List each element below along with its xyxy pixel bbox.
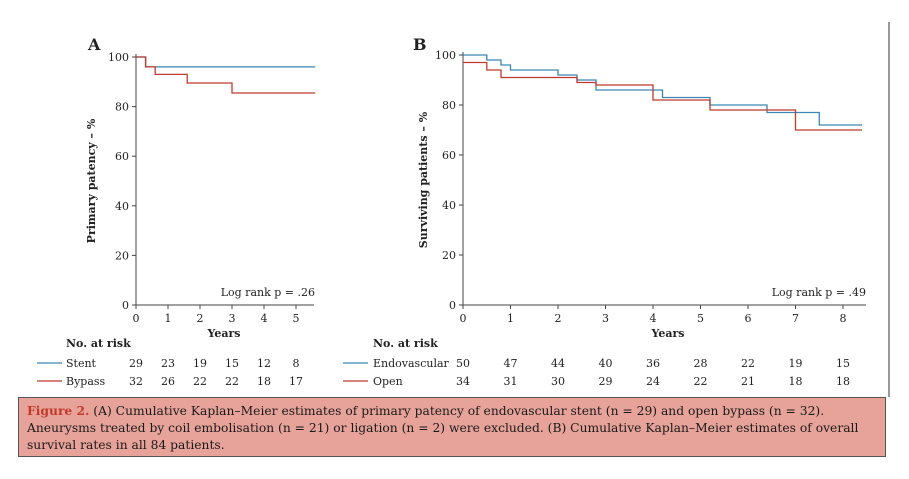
log-rank-annotation: Log rank p = .49	[772, 286, 866, 299]
risk-value: 36	[646, 357, 660, 370]
risk-value: 12	[257, 357, 271, 370]
figure-caption: Figure 2. (A) Cumulative Kaplan–Meier es…	[18, 397, 886, 457]
risk-value: 40	[599, 357, 613, 370]
risk-value: 34	[456, 375, 470, 388]
x-tick-label: 1	[165, 312, 172, 325]
log-rank-annotation: Log rank p = .26	[221, 286, 315, 299]
y-tick-label: 60	[442, 149, 456, 162]
y-tick-label: 100	[108, 51, 129, 64]
y-tick-label: 80	[115, 101, 129, 114]
risk-value: 17	[289, 375, 303, 388]
panel-letter: A	[87, 35, 101, 54]
risk-value: 18	[836, 375, 850, 388]
y-tick-label: 40	[115, 200, 129, 213]
km-curve-bypass	[136, 56, 316, 94]
y-tick-label: 40	[442, 199, 456, 212]
y-tick-label: 20	[115, 249, 129, 262]
risk-value: 15	[836, 357, 850, 370]
y-axis-title: Primary patency – %	[85, 118, 98, 243]
risk-value: 18	[789, 375, 803, 388]
x-tick-label: 8	[840, 312, 847, 325]
caption-text: (A) Cumulative Kaplan–Meier estimates of…	[27, 404, 859, 452]
risk-value: 50	[456, 357, 470, 370]
risk-table-title: No. at risk	[373, 337, 438, 350]
y-axis-title: Surviving patients – %	[417, 111, 430, 248]
x-axis-title: Years	[650, 327, 684, 340]
risk-value: 8	[293, 357, 300, 370]
risk-value: 47	[504, 357, 518, 370]
y-tick-label: 60	[115, 150, 129, 163]
x-tick-label: 2	[555, 312, 562, 325]
risk-row-label: Stent	[66, 357, 97, 370]
risk-value: 22	[225, 375, 239, 388]
x-tick-label: 0	[133, 312, 140, 325]
risk-value: 23	[161, 357, 175, 370]
y-tick-label: 100	[435, 49, 456, 62]
risk-value: 31	[504, 375, 518, 388]
risk-value: 22	[193, 375, 207, 388]
x-axis-title: Years	[206, 327, 240, 340]
risk-row-label: Endovascular	[373, 357, 450, 370]
x-tick-label: 0	[460, 312, 467, 325]
y-tick-label: 0	[122, 299, 129, 312]
x-tick-label: 4	[261, 312, 268, 325]
risk-value: 29	[129, 357, 143, 370]
x-tick-label: 1	[507, 312, 514, 325]
risk-value: 32	[129, 375, 143, 388]
x-tick-label: 6	[745, 312, 752, 325]
y-tick-label: 80	[442, 99, 456, 112]
risk-value: 21	[741, 375, 755, 388]
risk-value: 18	[257, 375, 271, 388]
risk-row-label: Bypass	[66, 375, 106, 388]
panel-letter: B	[413, 35, 427, 54]
x-tick-label: 7	[792, 312, 799, 325]
risk-value: 15	[225, 357, 239, 370]
x-tick-label: 3	[229, 312, 236, 325]
y-tick-label: 20	[442, 249, 456, 262]
risk-value: 22	[741, 357, 755, 370]
risk-row-label: Open	[373, 375, 403, 388]
risk-table-title: No. at risk	[66, 337, 131, 350]
risk-value: 30	[551, 375, 565, 388]
y-tick-label: 0	[449, 299, 456, 312]
risk-value: 24	[646, 375, 660, 388]
x-tick-label: 3	[602, 312, 609, 325]
km-curve-open	[463, 61, 862, 131]
caption-label: Figure 2.	[27, 403, 90, 418]
x-tick-label: 5	[697, 312, 704, 325]
x-tick-label: 5	[293, 312, 300, 325]
km-curve-stent	[136, 56, 316, 68]
risk-value: 19	[789, 357, 803, 370]
km-curve-endovascular	[463, 54, 862, 126]
risk-value: 22	[694, 375, 708, 388]
risk-value: 44	[551, 357, 565, 370]
risk-value: 26	[161, 375, 175, 388]
x-tick-label: 2	[197, 312, 204, 325]
risk-value: 28	[694, 357, 708, 370]
risk-value: 29	[599, 375, 613, 388]
risk-value: 19	[193, 357, 207, 370]
x-tick-label: 4	[650, 312, 657, 325]
